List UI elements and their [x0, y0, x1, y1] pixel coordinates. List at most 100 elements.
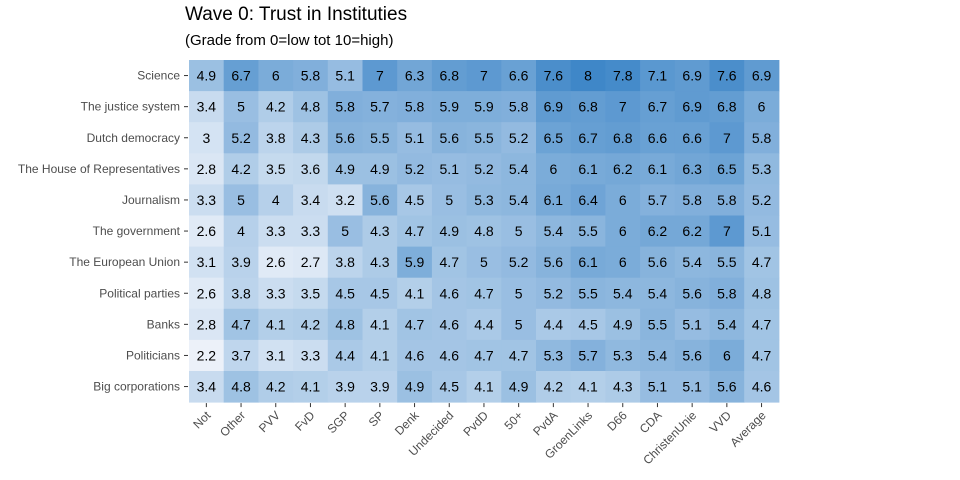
y-tick-label: Science [137, 69, 180, 83]
cell-value-label: 4.7 [231, 316, 251, 332]
cell-value-label: 6.1 [648, 161, 668, 177]
heatmap-cell [362, 246, 398, 279]
heatmap-cell [674, 277, 710, 310]
cell-value-label: 4.3 [370, 223, 390, 239]
cell-value-label: 5.8 [405, 99, 425, 115]
cell-value-label: 5.9 [440, 99, 460, 115]
heatmap-cell [189, 371, 225, 403]
heatmap-cell [709, 371, 745, 403]
heatmap-cell [258, 184, 294, 216]
cell-value-label: 3.1 [266, 347, 286, 363]
heatmap-cell [223, 308, 259, 341]
y-axis: Science The justice system Dutch democracy… [18, 69, 188, 394]
heatmap-cell [223, 246, 259, 279]
cell-value-label: 5.3 [544, 347, 564, 363]
cell-value-label: 4.7 [752, 347, 772, 363]
heatmap-cell [466, 246, 502, 279]
cell-value-label: 5.1 [682, 379, 702, 395]
cell-value-label: 7.6 [717, 68, 737, 84]
cell-value-label: 6.9 [682, 68, 702, 84]
cell-value-label: 4.2 [544, 379, 564, 395]
cell-value-label: 4.7 [405, 223, 425, 239]
x-tick-label: FvD [292, 408, 318, 434]
heatmap-cell [431, 184, 468, 216]
cell-value-label: 4.6 [440, 285, 460, 301]
cell-value-label: 6.3 [405, 68, 425, 84]
cell-value-label: 5.5 [717, 254, 737, 270]
cell-value-label: 5.6 [648, 254, 668, 270]
cell-value-label: 3.6 [301, 161, 321, 177]
y-tick-label: The justice system [81, 100, 180, 114]
heatmap-cell [189, 184, 225, 216]
heatmap-cell [466, 91, 502, 123]
cell-value-label: 5.5 [578, 223, 598, 239]
heatmap-cell [189, 246, 225, 279]
heatmap-cell [431, 371, 468, 403]
y-tick-label: The European Union [69, 255, 180, 269]
cell-value-label: 8 [584, 68, 592, 84]
cell-value-label: 4.9 [370, 161, 390, 177]
heatmap-cell [327, 60, 363, 92]
cell-value-label: 5 [515, 316, 523, 332]
cell-value-label: 5.6 [682, 347, 702, 363]
cell-value-label: 4.9 [405, 379, 425, 395]
y-tick-label: Political parties [99, 286, 180, 300]
heatmap-cell [189, 277, 225, 310]
heatmap-cell [362, 153, 398, 185]
cell-value-label: 5.2 [544, 285, 564, 301]
heatmap-cell [570, 246, 606, 279]
y-tick-label: Dutch democracy [87, 131, 180, 145]
heatmap-cell [362, 91, 398, 123]
cell-value-label: 4.5 [578, 316, 598, 332]
cell-value-label: 4.7 [752, 316, 772, 332]
cell-value-label: 3.8 [266, 130, 286, 146]
heatmap-cell [466, 371, 502, 403]
heatmap-cell [744, 339, 780, 372]
cell-value-label: 5.5 [578, 285, 598, 301]
cell-value-label: 5.8 [301, 68, 321, 84]
heatmap-cell [570, 215, 606, 248]
heatmap-cell [570, 153, 606, 185]
heatmap-cell [501, 371, 537, 403]
cell-value-label: 2.7 [301, 254, 321, 270]
cell-value-label: 5.6 [682, 285, 702, 301]
heatmap-cell [397, 60, 433, 92]
heatmap-cell [293, 122, 329, 154]
heatmap-cell [501, 339, 537, 372]
cell-value-label: 2.6 [266, 254, 286, 270]
cell-value-label: 2.6 [197, 223, 217, 239]
heatmap-cell [258, 91, 294, 123]
cell-value-label: 7 [723, 130, 731, 146]
heatmap-cell [293, 371, 329, 403]
heatmap-cell [744, 60, 780, 92]
cell-value-label: 5.1 [752, 223, 772, 239]
cell-value-label: 7 [723, 223, 731, 239]
y-tick-label: The government [93, 224, 181, 238]
heatmap-cell [570, 371, 606, 403]
heatmap-cell [501, 246, 537, 279]
heatmap-cell [223, 60, 259, 92]
heatmap-cell [640, 308, 676, 341]
cell-value-label: 5.9 [405, 254, 425, 270]
heatmap-cell [397, 91, 433, 123]
heatmap-cell [709, 339, 745, 372]
heatmap-cell [744, 122, 780, 154]
heatmap-cell [223, 122, 259, 154]
heatmap-cell [744, 371, 780, 403]
heatmap-cell [501, 184, 537, 216]
cell-value-label: 4.8 [474, 223, 494, 239]
cell-value-label: 7 [480, 68, 488, 84]
heatmap-cell [744, 91, 780, 123]
cell-value-label: 6.6 [682, 130, 702, 146]
cell-value-label: 5.4 [509, 161, 529, 177]
heatmap-cell [327, 215, 363, 248]
cell-value-label: 6.9 [682, 99, 702, 115]
cell-value-label: 6 [619, 223, 627, 239]
heatmap-cell [362, 122, 398, 154]
cell-value-label: 4.1 [370, 316, 390, 332]
cell-value-label: 5.3 [613, 347, 633, 363]
cell-value-label: 3.5 [266, 161, 286, 177]
cell-value-label: 3.3 [301, 347, 321, 363]
cell-value-label: 3.4 [197, 99, 217, 115]
cell-value-label: 4.4 [335, 347, 355, 363]
